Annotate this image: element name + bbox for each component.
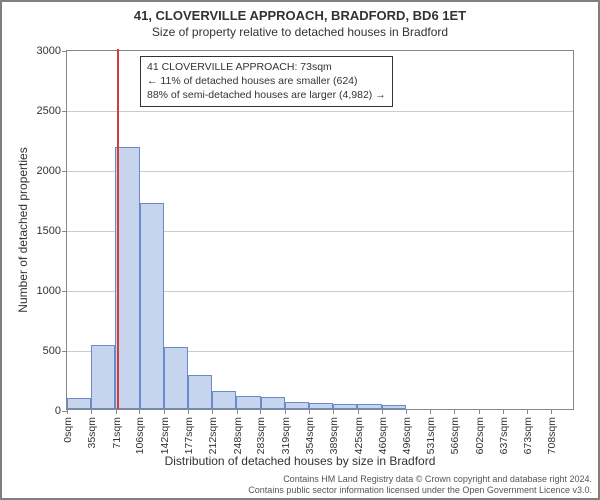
histogram-bar: [382, 405, 406, 409]
x-tick-label: 425sqm: [351, 417, 365, 454]
x-tick-mark: [212, 409, 213, 414]
property-marker-line: [117, 49, 119, 409]
footer-line-2: Contains public sector information licen…: [248, 485, 592, 496]
histogram-bar: [261, 397, 285, 409]
chart-title-sub: Size of property relative to detached ho…: [2, 25, 598, 39]
x-tick-label: 389sqm: [326, 417, 340, 454]
y-tick-label: 1000: [31, 285, 67, 297]
histogram-bar: [212, 391, 236, 409]
annotation-line-1: 41 CLOVERVILLE APPROACH: 73sqm: [147, 60, 386, 74]
footer-attribution: Contains HM Land Registry data © Crown c…: [248, 474, 592, 497]
chart-container: 41, CLOVERVILLE APPROACH, BRADFORD, BD6 …: [0, 0, 600, 500]
x-tick-label: 708sqm: [544, 417, 558, 454]
histogram-bar: [164, 347, 188, 409]
x-axis-label: Distribution of detached houses by size …: [2, 454, 598, 468]
x-tick-label: 212sqm: [205, 417, 219, 454]
annotation-line-2: ← 11% of detached houses are smaller (62…: [147, 74, 386, 88]
x-tick-label: 531sqm: [423, 417, 437, 454]
plot-wrapper: 0500100015002000250030000sqm35sqm71sqm10…: [66, 50, 574, 410]
x-tick-mark: [237, 409, 238, 414]
histogram-bar: [188, 375, 212, 409]
x-tick-mark: [285, 409, 286, 414]
x-tick-mark: [527, 409, 528, 414]
x-tick-mark: [116, 409, 117, 414]
histogram-bar: [357, 404, 381, 409]
histogram-bar: [91, 345, 115, 409]
x-tick-mark: [164, 409, 165, 414]
gridline: [67, 111, 573, 112]
annotation-box: 41 CLOVERVILLE APPROACH: 73sqm ← 11% of …: [140, 56, 393, 107]
x-tick-mark: [430, 409, 431, 414]
x-tick-label: 142sqm: [157, 417, 171, 454]
x-tick-label: 354sqm: [302, 417, 316, 454]
x-tick-mark: [454, 409, 455, 414]
x-tick-label: 637sqm: [496, 417, 510, 454]
footer-line-1: Contains HM Land Registry data © Crown c…: [248, 474, 592, 485]
y-axis-label: Number of detached properties: [16, 147, 30, 312]
x-tick-mark: [139, 409, 140, 414]
histogram-bar: [285, 402, 309, 409]
x-tick-label: 35sqm: [84, 417, 98, 449]
x-tick-label: 496sqm: [399, 417, 413, 454]
x-tick-mark: [333, 409, 334, 414]
x-tick-label: 319sqm: [278, 417, 292, 454]
x-tick-label: 460sqm: [375, 417, 389, 454]
x-tick-mark: [309, 409, 310, 414]
x-tick-mark: [67, 409, 68, 414]
x-tick-mark: [551, 409, 552, 414]
x-tick-mark: [406, 409, 407, 414]
x-tick-mark: [260, 409, 261, 414]
x-tick-mark: [358, 409, 359, 414]
y-tick-label: 0: [31, 405, 67, 417]
x-tick-label: 283sqm: [253, 417, 267, 454]
x-tick-mark: [91, 409, 92, 414]
histogram-bar: [115, 147, 139, 409]
histogram-bar: [309, 403, 333, 409]
x-tick-mark: [188, 409, 189, 414]
histogram-bar: [67, 398, 91, 409]
x-tick-mark: [479, 409, 480, 414]
x-tick-label: 0sqm: [60, 417, 74, 443]
x-tick-label: 71sqm: [109, 417, 123, 449]
x-tick-label: 566sqm: [447, 417, 461, 454]
x-tick-label: 248sqm: [230, 417, 244, 454]
histogram-bar: [236, 396, 260, 409]
y-tick-label: 500: [31, 345, 67, 357]
annotation-line-3: 88% of semi-detached houses are larger (…: [147, 88, 386, 102]
x-tick-label: 177sqm: [181, 417, 195, 454]
x-tick-label: 106sqm: [132, 417, 146, 454]
x-tick-label: 602sqm: [472, 417, 486, 454]
gridline: [67, 171, 573, 172]
x-tick-mark: [503, 409, 504, 414]
y-tick-label: 2500: [31, 105, 67, 117]
x-tick-label: 673sqm: [520, 417, 534, 454]
y-tick-label: 1500: [31, 225, 67, 237]
x-tick-mark: [382, 409, 383, 414]
histogram-bar: [140, 203, 164, 409]
histogram-bar: [333, 404, 357, 409]
y-tick-label: 2000: [31, 165, 67, 177]
chart-title-main: 41, CLOVERVILLE APPROACH, BRADFORD, BD6 …: [2, 8, 598, 23]
y-tick-label: 3000: [31, 45, 67, 57]
